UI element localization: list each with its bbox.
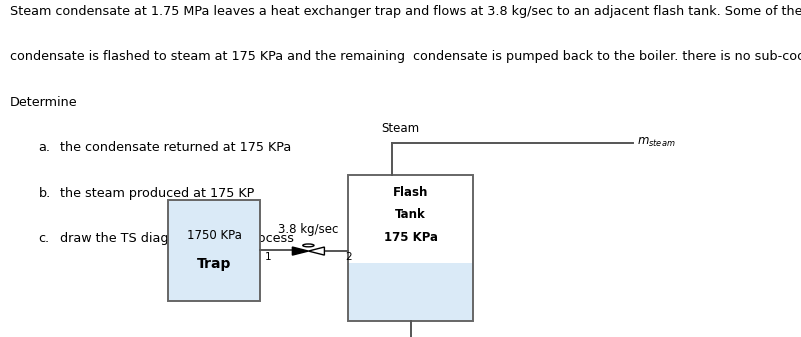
Polygon shape: [308, 247, 324, 255]
Text: Trap: Trap: [197, 257, 231, 271]
Text: 1: 1: [265, 252, 272, 262]
Text: Steam condensate at 1.75 MPa leaves a heat exchanger trap and flows at 3.8 kg/se: Steam condensate at 1.75 MPa leaves a he…: [10, 4, 801, 18]
Text: a.: a.: [38, 141, 50, 154]
Text: 2: 2: [345, 252, 352, 262]
Text: the condensate returned at 175 KPa: the condensate returned at 175 KPa: [60, 141, 292, 154]
Text: Tank: Tank: [395, 209, 426, 221]
Text: $m_{steam}$: $m_{steam}$: [637, 136, 675, 149]
Text: 175 KPa: 175 KPa: [384, 231, 437, 244]
Text: c.: c.: [38, 232, 50, 245]
Text: the steam produced at 175 KP: the steam produced at 175 KP: [60, 186, 255, 200]
Text: condensate is flashed to steam at 175 KPa and the remaining  condensate is pumpe: condensate is flashed to steam at 175 KP…: [10, 50, 801, 63]
Polygon shape: [292, 247, 308, 255]
Text: draw the TS diagram for the process: draw the TS diagram for the process: [60, 232, 294, 245]
Text: b.: b.: [38, 186, 50, 200]
Text: Steam: Steam: [380, 122, 419, 135]
Text: 3.8 kg/sec: 3.8 kg/sec: [278, 223, 339, 236]
FancyBboxPatch shape: [348, 263, 473, 321]
Text: Determine: Determine: [10, 95, 77, 109]
FancyBboxPatch shape: [168, 200, 260, 301]
Circle shape: [303, 244, 314, 247]
Text: 1750 KPa: 1750 KPa: [187, 229, 242, 242]
FancyBboxPatch shape: [348, 175, 473, 263]
Text: Flash: Flash: [392, 186, 429, 199]
